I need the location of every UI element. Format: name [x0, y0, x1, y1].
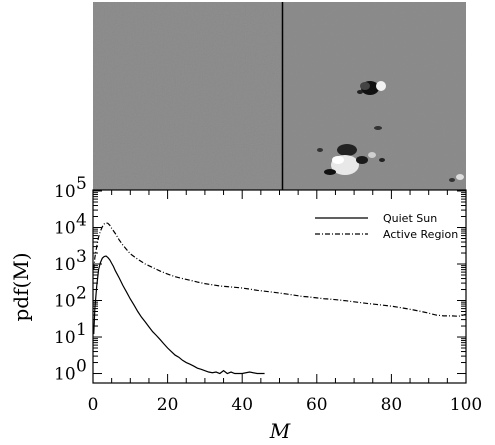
- quiet-sun-magnetogram: [93, 2, 282, 190]
- magnetogram-panels: [93, 2, 466, 190]
- x-tick-label: 40: [231, 395, 253, 415]
- x-tick-label: 0: [88, 395, 99, 415]
- y-tick-label-base: 10: [54, 292, 76, 312]
- y-tick-label-exponent: 5: [76, 174, 87, 194]
- y-tick-label-exponent: 2: [76, 284, 87, 304]
- series-layer: [93, 222, 466, 375]
- legend-label-quiet-sun: Quiet Sun: [383, 212, 437, 225]
- series-line-active-region: [93, 222, 466, 317]
- legend: Quiet Sun Active Region: [315, 212, 458, 241]
- x-tick-label: 80: [381, 395, 403, 415]
- y-tick-label: 10 0: [54, 357, 87, 385]
- series-line-quiet-sun: [93, 255, 265, 375]
- y-tick-label: 10 3: [54, 247, 87, 275]
- y-tick-label: 10 2: [54, 284, 87, 312]
- y-tick-label-exponent: 3: [76, 247, 87, 267]
- y-tick-label-base: 10: [54, 255, 76, 275]
- x-tick-label: 100: [450, 395, 482, 415]
- axis-ticks: [92, 190, 467, 383]
- y-tick-label-base: 10: [54, 182, 76, 202]
- y-tick-label-exponent: 0: [76, 357, 87, 377]
- y-tick-label: 10 1: [54, 320, 87, 348]
- y-axis-title: pdf(M): [9, 252, 33, 321]
- legend-label-active-region: Active Region: [383, 228, 458, 241]
- y-tick-label: 10 4: [54, 211, 87, 239]
- y-axis-title-text: pdf(M): [9, 252, 33, 321]
- x-tick-label: 20: [157, 395, 179, 415]
- active-region-magnetogram: [283, 2, 466, 190]
- y-tick-label-base: 10: [54, 328, 76, 348]
- y-tick-label-exponent: 1: [76, 320, 87, 340]
- y-tick-label: 10 5: [54, 174, 87, 202]
- plot-frame: [92, 189, 467, 384]
- y-tick-label-exponent: 4: [76, 211, 87, 231]
- y-tick-label-base: 10: [54, 365, 76, 385]
- x-tick-labels: 0 20 40 60 80 100: [88, 395, 483, 415]
- x-axis-title: M: [269, 419, 291, 443]
- x-tick-label: 60: [306, 395, 328, 415]
- y-tick-label-base: 10: [54, 219, 76, 239]
